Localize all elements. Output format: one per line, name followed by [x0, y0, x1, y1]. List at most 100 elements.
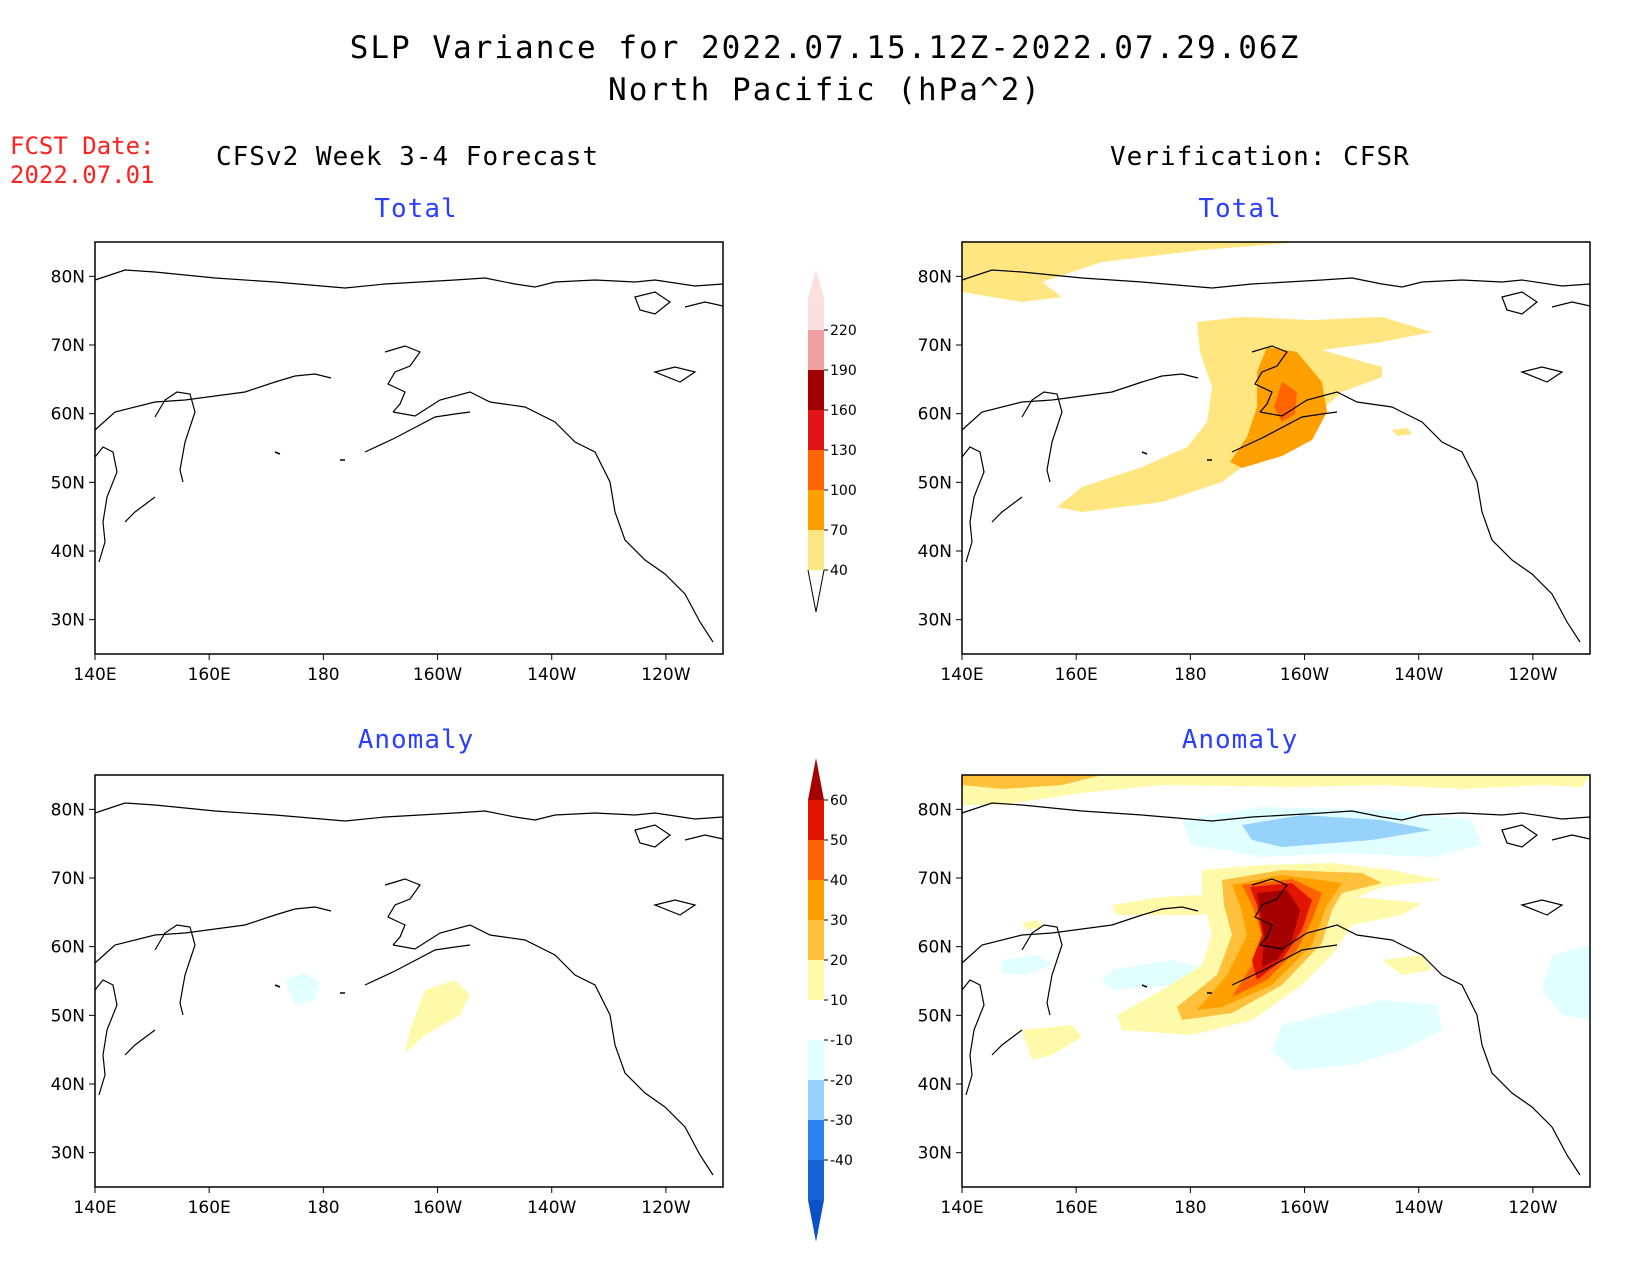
lon-tick-label: 120W: [1508, 1198, 1557, 1218]
anomaly-contour-10: [1022, 920, 1042, 930]
colorbar-label: 190: [830, 363, 857, 379]
lat-tick-label: 30N: [51, 1144, 85, 1164]
lat-tick-label: 80N: [51, 267, 85, 287]
lat-tick-label: 70N: [51, 336, 85, 356]
verification-header: Verification: CFSR: [1110, 142, 1410, 172]
colorbar-label: 40: [830, 563, 848, 579]
colorbar-swatch: [808, 960, 824, 1000]
colorbar-label: 10: [830, 993, 848, 1009]
verification-total-title: Total: [1198, 194, 1282, 224]
lat-tick-label: 50N: [918, 1006, 952, 1026]
anomaly-contour-10: [962, 775, 1590, 805]
lat-tick-label: 60N: [918, 938, 952, 958]
colorbar-swatch: [808, 1160, 824, 1200]
lat-tick-label: 50N: [51, 473, 85, 493]
lat-tick-label: 80N: [51, 800, 85, 820]
lon-tick-label: 160E: [1055, 1198, 1098, 1218]
lat-tick-label: 50N: [918, 473, 952, 493]
lon-tick-label: 160E: [188, 1198, 231, 1218]
lat-tick-label: 30N: [918, 1144, 952, 1164]
colorbar-swatch: [808, 370, 824, 410]
lat-tick-label: 80N: [918, 800, 952, 820]
lat-tick-label: 70N: [918, 336, 952, 356]
lon-tick-label: 180: [307, 665, 339, 685]
lat-tick-label: 40N: [51, 542, 85, 562]
lon-tick-label: 140E: [73, 665, 116, 685]
colorbar-label: 220: [830, 323, 857, 339]
forecast-total-title: Total: [374, 194, 458, 224]
colorbar-swatch: [808, 1120, 824, 1160]
anomaly-contour-10: [1022, 1025, 1082, 1060]
lon-tick-label: 180: [307, 1198, 339, 1218]
colorbar-swatch: [808, 270, 824, 330]
fcst-date-label: FCST Date:: [10, 132, 155, 160]
lon-tick-label: 160E: [1055, 665, 1098, 685]
lat-tick-label: 30N: [918, 611, 952, 631]
colorbar-label: 130: [830, 443, 857, 459]
lon-tick-label: 140E: [940, 1198, 983, 1218]
colorbar-swatch: [808, 450, 824, 490]
lon-tick-label: 140W: [1394, 1198, 1443, 1218]
verification-anomaly-map: 80N 70N 60N 50N 40N 30N 140E 160E 180 160W 140W 120…: [918, 774, 1591, 1218]
verification-anomaly-title: Anomaly: [1181, 725, 1299, 755]
lat-tick-label: 80N: [918, 267, 952, 287]
lat-tick-label: 40N: [51, 1075, 85, 1095]
colorbar-swatch: [808, 330, 824, 370]
lon-tick-label: 140E: [73, 1198, 116, 1218]
lon-tick-label: 120W: [641, 665, 690, 685]
lat-tick-label: 50N: [51, 1006, 85, 1026]
colorbar-lower-arrow: [808, 1200, 824, 1242]
colorbar-swatch: [808, 1040, 824, 1080]
fcst-date-value: 2022.07.01: [10, 161, 155, 189]
lon-tick-label: 140W: [527, 665, 576, 685]
anomaly-contour-neg10: [285, 973, 320, 1005]
lon-tick-label: 140E: [940, 665, 983, 685]
colorbar-label: 160: [830, 403, 857, 419]
colorbar-swatch: [808, 530, 824, 570]
colorbar-label: -10: [830, 1033, 853, 1049]
colorbar-swatch: [808, 880, 824, 920]
lat-tick-label: 40N: [918, 1075, 952, 1095]
lat-tick-label: 70N: [918, 869, 952, 889]
anomaly-contour-neg10: [1542, 945, 1590, 1020]
anomaly-contour-neg10: [1002, 955, 1052, 975]
colorbar-swatch: [808, 840, 824, 880]
colorbar-label: 30: [830, 913, 848, 929]
forecast-header: CFSv2 Week 3-4 Forecast: [216, 142, 600, 172]
figure-subtitle: North Pacific (hPa^2): [608, 72, 1042, 108]
variance-contour-100: [1274, 382, 1297, 422]
colorbar-label: 50: [830, 833, 848, 849]
colorbar-label: 20: [830, 953, 848, 969]
colorbar-swatch: [808, 920, 824, 960]
lon-tick-label: 160W: [1280, 665, 1329, 685]
lon-tick-label: 160W: [413, 1198, 462, 1218]
lat-tick-label: 70N: [51, 869, 85, 889]
colorbar-label: -20: [830, 1073, 853, 1089]
anomaly-contour-10: [1382, 955, 1432, 975]
anomaly-colorbar: 60 50 40 30 20 10 -10 -20 -30 -40: [808, 758, 853, 1242]
forecast-anomaly-map: 80N 70N 60N 50N 40N 30N 140E 160E 180 160W 140W 120…: [51, 774, 724, 1218]
lat-tick-label: 40N: [918, 542, 952, 562]
lon-tick-label: 140W: [1394, 665, 1443, 685]
lat-tick-label: 60N: [51, 405, 85, 425]
lat-tick-label: 60N: [51, 938, 85, 958]
lon-tick-label: 160W: [1280, 1198, 1329, 1218]
lon-tick-label: 140W: [527, 1198, 576, 1218]
lon-tick-label: 180: [1174, 1198, 1206, 1218]
colorbar-label: 100: [830, 483, 857, 499]
colorbar-label: -40: [830, 1153, 853, 1169]
lon-tick-label: 180: [1174, 665, 1206, 685]
colorbar-label: 60: [830, 793, 848, 809]
figure-title: SLP Variance for 2022.07.15.12Z-2022.07.…: [349, 30, 1301, 66]
anomaly-contour-neg20: [1242, 815, 1432, 847]
colorbar-swatch: [808, 1000, 824, 1040]
colorbar-label: 70: [830, 523, 848, 539]
colorbar-label: -30: [830, 1113, 853, 1129]
forecast-total-map: 80N 70N 60N 50N 40N 30N 140E 160E 180 160W 140W 120…: [51, 241, 724, 685]
lat-tick-label: 30N: [51, 611, 85, 631]
anomaly-contour-neg10: [1272, 1000, 1442, 1070]
verification-total-map: 80N 70N 60N 50N 40N 30N 140E 160E 180 160W 140W 120…: [918, 241, 1591, 685]
colorbar-swatch: [808, 410, 824, 450]
colorbar-swatch: [808, 490, 824, 530]
